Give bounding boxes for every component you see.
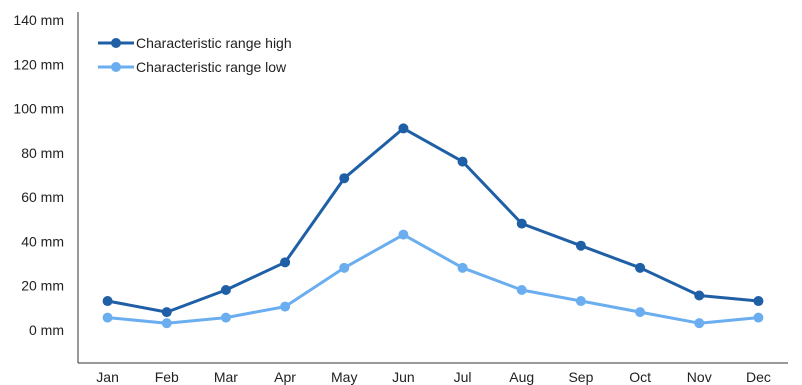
data-point: [457, 156, 468, 167]
series-low: [102, 229, 764, 329]
legend-item: Characteristic range high: [98, 35, 292, 51]
data-point: [161, 307, 172, 318]
x-tick-label: Jul: [454, 369, 472, 385]
chart-axes: [77, 12, 788, 364]
series-high: [102, 123, 764, 318]
data-point: [339, 173, 350, 184]
data-point: [753, 296, 764, 307]
legend-label: Characteristic range low: [136, 59, 287, 75]
x-tick-label: Mar: [214, 369, 238, 385]
data-point: [161, 318, 172, 329]
data-point: [635, 262, 646, 273]
series-line: [106, 233, 760, 325]
data-point: [398, 229, 409, 240]
x-tick-label: Aug: [509, 369, 534, 385]
legend-swatch-marker: [111, 38, 121, 48]
legend-label: Characteristic range high: [136, 35, 292, 51]
data-point: [694, 318, 705, 329]
x-tick-label: Jun: [392, 369, 415, 385]
x-tick-label: Apr: [274, 369, 296, 385]
y-tick-label: 20 mm: [21, 278, 64, 294]
chart-legend: Characteristic range high Characteristic …: [98, 35, 292, 75]
x-tick-label: Feb: [155, 369, 179, 385]
data-point: [102, 312, 113, 323]
legend-swatch-marker: [111, 62, 121, 72]
x-tick-label: May: [331, 369, 357, 385]
y-tick-label: 120 mm: [13, 56, 64, 72]
y-tick-label: 100 mm: [13, 101, 64, 117]
x-tick-label: Jan: [96, 369, 119, 385]
y-tick-label: 60 mm: [21, 189, 64, 205]
data-point: [516, 284, 527, 295]
data-point: [457, 262, 468, 273]
data-point: [220, 284, 231, 295]
data-point: [694, 290, 705, 301]
y-tick-label: 0 mm: [29, 322, 64, 338]
data-point: [220, 312, 231, 323]
x-tick-label: Sep: [568, 369, 593, 385]
data-point: [516, 218, 527, 229]
y-tick-label: 140 mm: [13, 12, 64, 28]
data-point: [575, 296, 586, 307]
data-point: [280, 301, 291, 312]
series-line: [106, 126, 760, 314]
y-axis-tick-labels: 0 mm 20 mm 40 mm 60 mm 80 mm 100 mm 120 mm 140 …: [13, 12, 64, 338]
data-point: [753, 312, 764, 323]
data-point: [102, 296, 113, 307]
data-point: [339, 262, 350, 273]
legend-item: Characteristic range low: [98, 59, 287, 75]
x-tick-label: Oct: [629, 369, 651, 385]
data-point: [575, 240, 586, 251]
data-point: [398, 123, 409, 134]
data-point: [635, 307, 646, 318]
y-tick-label: 40 mm: [21, 233, 64, 249]
y-tick-label: 80 mm: [21, 145, 64, 161]
x-tick-label: Nov: [687, 369, 712, 385]
x-tick-label: Dec: [746, 369, 771, 385]
x-axis-tick-labels: Jan Feb Mar Apr May Jun Jul Aug Sep Oct Nov Dec: [96, 369, 771, 385]
series-layer: [102, 123, 764, 329]
data-point: [280, 257, 291, 268]
